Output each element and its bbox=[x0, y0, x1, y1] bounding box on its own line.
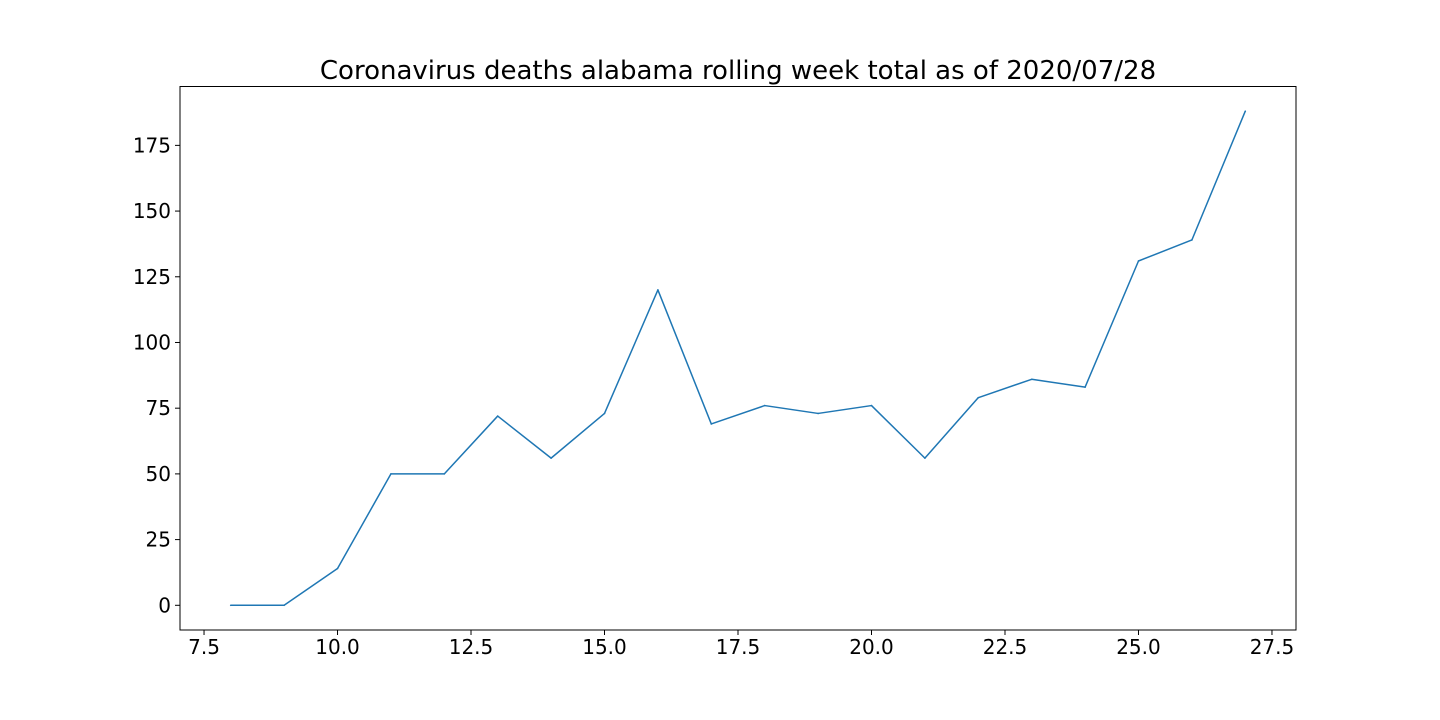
x-tick-label: 12.5 bbox=[449, 635, 494, 659]
data-point bbox=[977, 396, 980, 399]
data-point bbox=[1191, 239, 1193, 241]
data-point bbox=[443, 473, 446, 475]
x-tick-label: 20.0 bbox=[849, 635, 894, 659]
y-tick-label: 25 bbox=[146, 528, 171, 552]
data-point bbox=[550, 457, 552, 459]
y-tick-label: 50 bbox=[146, 462, 171, 486]
data-point bbox=[710, 423, 713, 425]
x-tick-label: 10.0 bbox=[315, 635, 360, 659]
data-point bbox=[657, 289, 659, 291]
x-tick-label: 25.0 bbox=[1116, 635, 1161, 659]
data-point bbox=[817, 412, 819, 415]
data-point bbox=[1137, 260, 1140, 262]
data-point bbox=[496, 415, 499, 417]
data-point bbox=[870, 404, 873, 407]
data-point bbox=[229, 604, 232, 607]
data-point bbox=[1084, 386, 1086, 388]
plot-area-frame bbox=[179, 86, 1297, 631]
data-point bbox=[1244, 110, 1247, 112]
y-axis: 0 25 50 75 100 125 150 175 bbox=[133, 133, 180, 617]
x-axis: 7.5 10.0 12.5 15.0 17.5 20.0 22.5 25.0 27.5 bbox=[188, 630, 1294, 659]
y-tick-label: 150 bbox=[133, 199, 171, 223]
x-tick-label: 27.5 bbox=[1250, 635, 1295, 659]
chart-title: Coronavirus deaths alabama rolling week … bbox=[320, 56, 1156, 86]
x-tick-label: 7.5 bbox=[188, 635, 220, 659]
x-tick-label: 22.5 bbox=[983, 635, 1028, 659]
y-tick-label: 175 bbox=[133, 133, 171, 157]
y-tick-label: 125 bbox=[133, 265, 171, 289]
series-layer bbox=[229, 110, 1247, 607]
x-tick-label: 15.0 bbox=[582, 635, 627, 659]
series-line-0 bbox=[230, 110, 1246, 607]
data-point bbox=[1030, 378, 1033, 381]
data-point bbox=[336, 567, 339, 570]
y-tick-label: 75 bbox=[146, 396, 171, 420]
x-tick-label: 17.5 bbox=[716, 635, 761, 659]
data-point bbox=[924, 457, 926, 459]
data-point bbox=[390, 473, 392, 475]
data-point bbox=[763, 404, 766, 407]
y-tick-label: 100 bbox=[133, 330, 171, 354]
data-point bbox=[603, 412, 606, 415]
data-point bbox=[283, 604, 285, 607]
y-tick-label: 0 bbox=[158, 593, 171, 617]
